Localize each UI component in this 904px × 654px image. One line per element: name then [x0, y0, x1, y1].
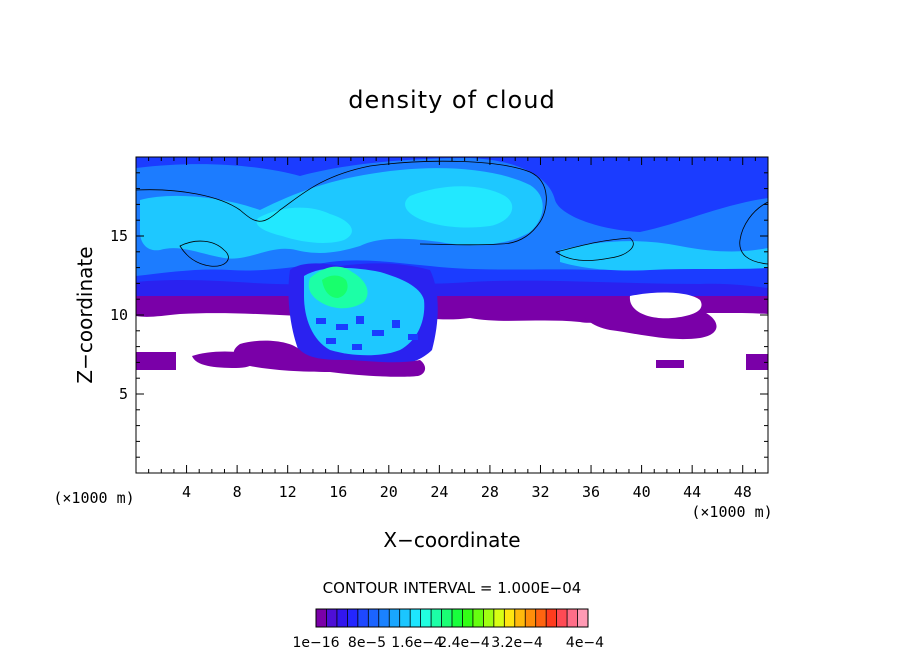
y-tick-label: 10 [110, 306, 128, 324]
x-tick-label: 12 [279, 483, 297, 501]
colorbar-tick-label: 4e−4 [566, 635, 604, 651]
colorbar-swatch [357, 609, 369, 627]
field-layer-core-bright [322, 275, 348, 298]
colorbar [315, 608, 589, 628]
colorbar-swatch [546, 609, 557, 627]
x-tick-label: 32 [531, 483, 549, 501]
field-layer-right-band [560, 241, 768, 271]
colorbar-swatch [410, 609, 421, 627]
field-layer-core-speckles [316, 316, 418, 350]
colorbar-frame [315, 608, 589, 628]
y-tick-label: 5 [119, 385, 128, 403]
x-tick-label: 4 [182, 483, 191, 501]
colorbar-tick-label: 2.4e−4 [438, 635, 490, 651]
colorbar-swatch [336, 609, 348, 627]
colorbar-swatch [577, 609, 589, 627]
contour-line-upper [136, 160, 547, 246]
field-layer-purple-lower-core [233, 340, 426, 377]
field-layer-swirl-2 [405, 186, 513, 228]
field-layer-gap [629, 292, 702, 319]
colorbar-tick-label: 1e−16 [292, 635, 339, 651]
x-tick-label: 28 [481, 483, 499, 501]
contour-line-left-swirl [179, 240, 229, 267]
chart-title: density of cloud [348, 86, 556, 114]
colorbar-swatch [368, 609, 380, 627]
colorbar-tick-label: 1.6e−4 [391, 635, 443, 651]
colorbar-swatch [441, 609, 453, 627]
x-unit-left-label: (×1000 m) [53, 489, 134, 507]
colorbar-swatch [483, 609, 495, 627]
contour-line-right [739, 201, 768, 265]
x-tick-label: 44 [683, 483, 701, 501]
x-tick-label: 8 [233, 483, 242, 501]
colorbar-swatch [556, 609, 568, 627]
contour-line-mid [555, 237, 634, 261]
colorbar-swatch [493, 609, 505, 627]
colorbar-swatch [452, 609, 463, 627]
colorbar-swatch [535, 609, 547, 627]
colorbar-swatch [420, 609, 432, 627]
density-field [136, 157, 768, 473]
field-layer-purple-right-edge [746, 354, 768, 370]
colorbar-swatch [347, 609, 359, 627]
colorbar-swatch [462, 609, 474, 627]
colorbar-swatch [316, 609, 327, 627]
x-tick-label: 16 [329, 483, 347, 501]
colorbar-swatch [567, 609, 578, 627]
y-tick-label: 15 [110, 227, 128, 245]
colorbar-tick-label: 3.2e−4 [491, 635, 543, 651]
x-unit-right-label: (×1000 m) [691, 503, 772, 521]
x-tick-label: 48 [734, 483, 752, 501]
field-layer-purple-left-patch [192, 351, 258, 368]
x-tick-label: 36 [582, 483, 600, 501]
x-axis: 4 8 12 16 20 24 28 32 36 40 44 48 [148, 157, 756, 501]
colorbar-swatch [525, 609, 536, 627]
colorbar-swatch [389, 609, 400, 627]
field-layer-purple-left-edge [136, 352, 176, 370]
x-axis-title: X−coordinate [383, 528, 520, 552]
contour-interval-label: CONTOUR INTERVAL = 1.000E−04 [323, 579, 582, 597]
colorbar-swatch [504, 609, 516, 627]
colorbar-tick-label: 8e−5 [348, 635, 386, 651]
colorbar-swatch [514, 609, 526, 627]
colorbar-swatch [326, 609, 338, 627]
x-tick-label: 40 [633, 483, 651, 501]
y-axis: 5 10 15 [110, 172, 768, 458]
colorbar-swatch [399, 609, 411, 627]
field-layer-swirl-1 [256, 207, 352, 243]
colorbar-swatch [378, 609, 390, 627]
colorbar-tick-labels: 1e−16 8e−5 1.6e−42.4e−4 3.2e−4 4e−4 [292, 635, 604, 651]
y-axis-title: Z−coordinate [73, 246, 97, 383]
colorbar-swatch [472, 609, 484, 627]
x-tick-label: 24 [430, 483, 448, 501]
field-layer-purple-right-fleck [656, 360, 684, 368]
x-tick-label: 20 [380, 483, 398, 501]
colorbar-swatch [431, 609, 442, 627]
